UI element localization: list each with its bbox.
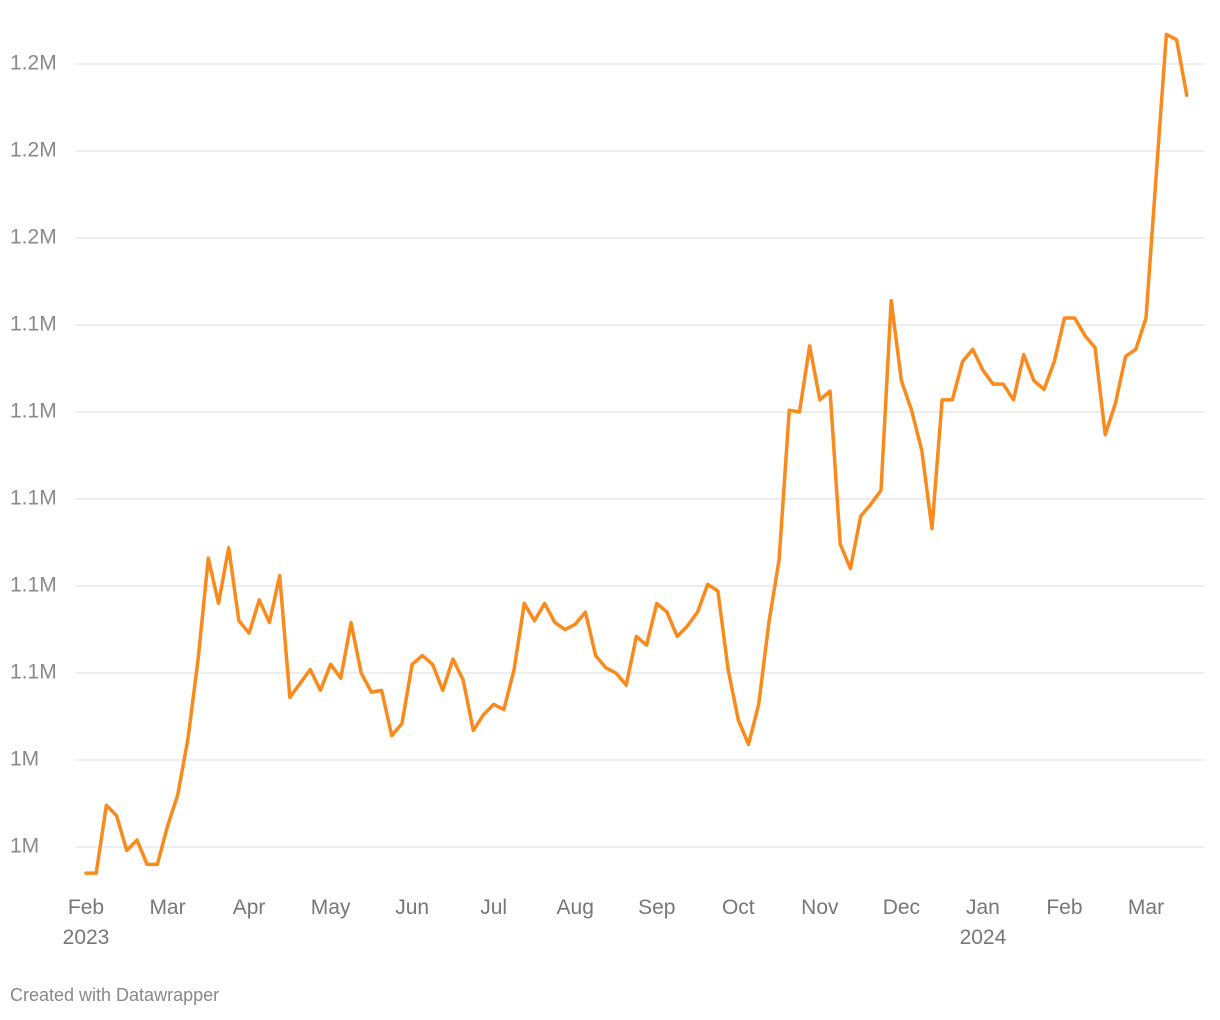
y-tick-label: 1.2M bbox=[10, 139, 57, 162]
y-tick-label: 1M bbox=[10, 748, 39, 771]
y-tick-label: 1.1M bbox=[10, 313, 57, 336]
y-tick-label: 1.1M bbox=[10, 661, 57, 684]
y-tick-label: 1.2M bbox=[10, 52, 57, 75]
x-tick-label: Dec bbox=[882, 896, 921, 919]
y-tick-label: 1.1M bbox=[10, 574, 57, 597]
x-tick-label: May bbox=[310, 896, 351, 919]
x-tick-label: Jan 2024 bbox=[959, 896, 1007, 949]
credit: Created with Datawrapper bbox=[10, 985, 220, 1005]
x-tick-label: Aug bbox=[556, 896, 594, 919]
y-tick-label: 1.2M bbox=[10, 226, 57, 249]
y-tick-label: 1M bbox=[10, 835, 39, 858]
x-tick-label: Jun bbox=[395, 896, 430, 919]
x-tick-label: Feb 2023 bbox=[62, 896, 110, 949]
x-tick-label: Mar bbox=[149, 896, 186, 919]
x-tick-label: Sep bbox=[638, 896, 676, 919]
x-tick-label: Jul bbox=[480, 896, 508, 919]
x-tick-label: Feb bbox=[1046, 896, 1083, 919]
x-tick-label: Oct bbox=[721, 896, 755, 919]
y-tick-label: 1.1M bbox=[10, 400, 57, 423]
y-tick-label: 1.1M bbox=[10, 487, 57, 510]
x-tick-label: Nov bbox=[801, 896, 839, 919]
x-tick-label: Apr bbox=[232, 896, 266, 919]
x-tick-label: Mar bbox=[1127, 896, 1165, 919]
line bbox=[84, 32, 1189, 875]
